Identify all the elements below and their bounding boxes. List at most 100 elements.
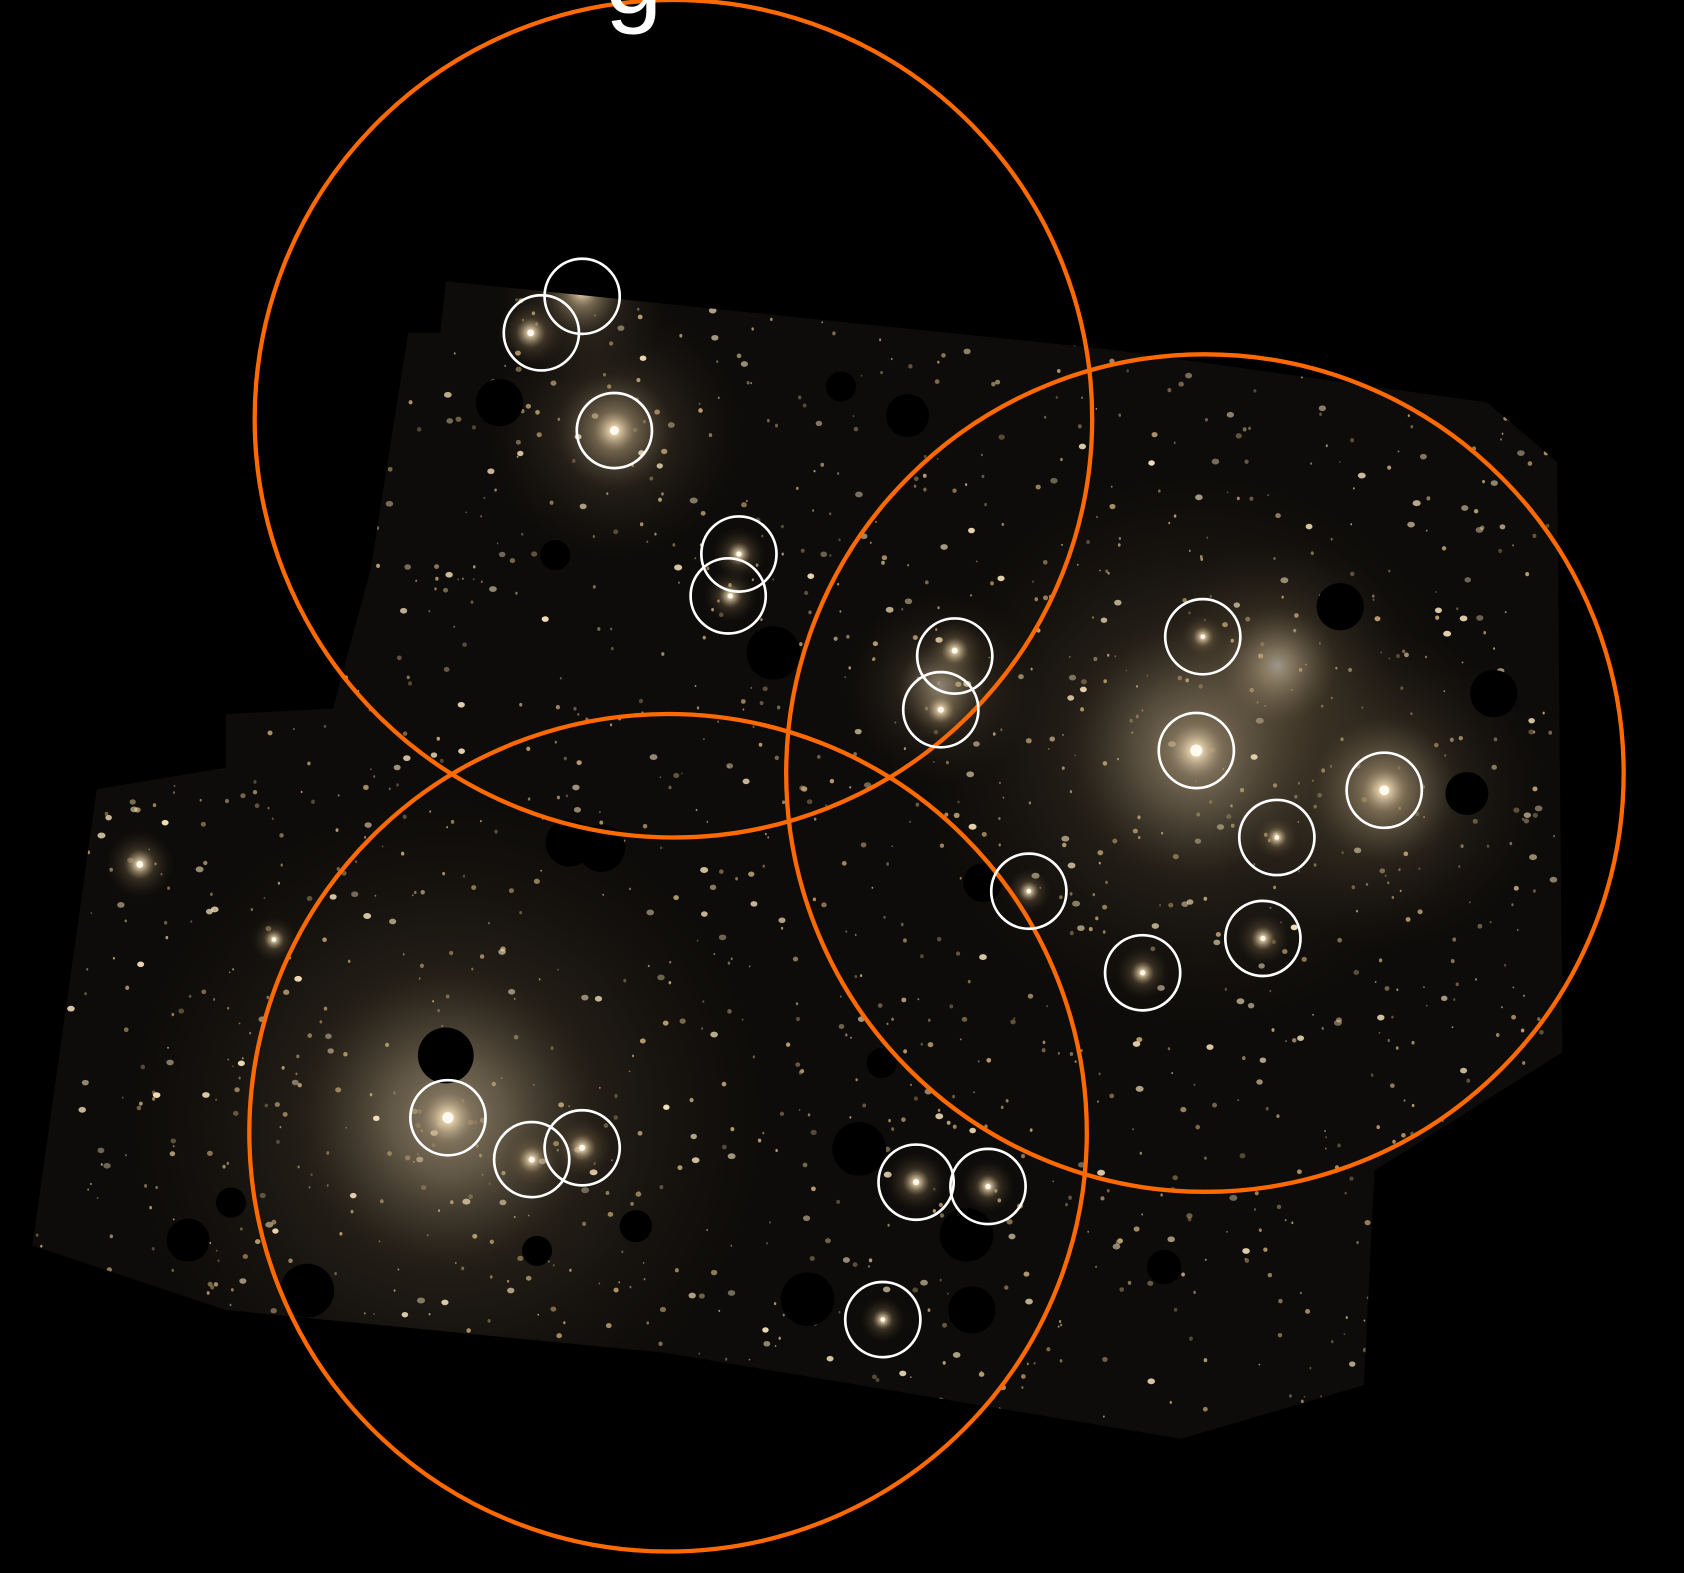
star xyxy=(407,681,413,686)
star xyxy=(282,1111,288,1117)
star xyxy=(1361,706,1364,709)
star xyxy=(1021,1386,1024,1389)
star xyxy=(97,832,106,839)
star xyxy=(1330,696,1333,700)
star xyxy=(565,794,569,798)
star xyxy=(629,1285,632,1289)
star xyxy=(796,1016,800,1022)
star xyxy=(1303,1395,1306,1398)
star xyxy=(815,420,823,427)
star xyxy=(347,959,351,963)
star xyxy=(782,800,786,805)
star xyxy=(690,1133,697,1140)
star xyxy=(944,812,949,817)
star xyxy=(813,469,816,473)
star xyxy=(1491,764,1497,770)
star xyxy=(1230,823,1235,828)
star xyxy=(1254,1191,1259,1196)
star xyxy=(1461,505,1469,511)
star xyxy=(487,921,490,925)
star xyxy=(1523,994,1525,997)
star xyxy=(1269,906,1272,909)
star xyxy=(695,808,698,812)
star xyxy=(1112,1243,1121,1250)
star xyxy=(1080,707,1085,712)
mask xyxy=(780,1272,835,1327)
star xyxy=(519,910,523,915)
star xyxy=(86,968,89,971)
star xyxy=(292,1080,295,1084)
star xyxy=(939,1278,942,1282)
star xyxy=(215,1249,218,1252)
star xyxy=(883,915,886,919)
star xyxy=(1267,494,1270,497)
star xyxy=(462,874,466,878)
star xyxy=(623,978,627,983)
star xyxy=(513,1215,516,1219)
star xyxy=(1378,958,1383,963)
star xyxy=(661,448,668,455)
star xyxy=(901,607,904,611)
star xyxy=(934,379,940,384)
star xyxy=(1099,569,1101,572)
star xyxy=(1278,1298,1283,1304)
star xyxy=(517,1255,524,1262)
star xyxy=(765,1241,768,1245)
star xyxy=(710,1269,718,1276)
star xyxy=(1173,514,1177,518)
star xyxy=(888,1118,891,1123)
star xyxy=(952,1094,956,1099)
star xyxy=(829,778,835,784)
star xyxy=(1226,491,1229,494)
star xyxy=(891,845,894,848)
star xyxy=(691,1157,700,1164)
star xyxy=(1260,642,1265,647)
star xyxy=(400,607,408,614)
star xyxy=(813,817,817,821)
star xyxy=(1204,1258,1207,1261)
star xyxy=(745,500,748,502)
star xyxy=(403,755,411,762)
star xyxy=(700,510,706,516)
star xyxy=(1539,1029,1544,1035)
star xyxy=(698,402,701,406)
star xyxy=(817,754,821,759)
star xyxy=(319,1020,323,1024)
star xyxy=(708,433,713,438)
star xyxy=(836,471,840,476)
star xyxy=(1473,508,1479,514)
star xyxy=(272,1228,279,1234)
star xyxy=(210,1285,215,1290)
star xyxy=(923,487,927,492)
star xyxy=(688,1292,696,1299)
star xyxy=(938,1202,943,1208)
star xyxy=(706,1228,709,1232)
star xyxy=(67,1005,75,1012)
star xyxy=(172,1218,175,1221)
star xyxy=(967,979,971,984)
star xyxy=(1060,457,1063,462)
star xyxy=(222,1164,226,1169)
star xyxy=(904,598,913,605)
star xyxy=(209,1241,212,1245)
star xyxy=(87,1188,90,1191)
star xyxy=(1044,415,1047,419)
star xyxy=(541,616,549,622)
star xyxy=(632,1054,635,1058)
star xyxy=(1313,804,1317,809)
star xyxy=(853,426,859,432)
star xyxy=(854,933,857,936)
star xyxy=(170,1138,177,1144)
star xyxy=(762,686,768,692)
star xyxy=(936,936,942,942)
star xyxy=(1100,617,1108,623)
star xyxy=(270,1308,277,1314)
star xyxy=(525,1275,532,1281)
star xyxy=(740,361,749,367)
star xyxy=(1464,577,1471,583)
star xyxy=(903,747,907,751)
star xyxy=(767,836,770,839)
star xyxy=(557,417,561,421)
star xyxy=(1105,569,1109,573)
star xyxy=(1076,563,1079,566)
